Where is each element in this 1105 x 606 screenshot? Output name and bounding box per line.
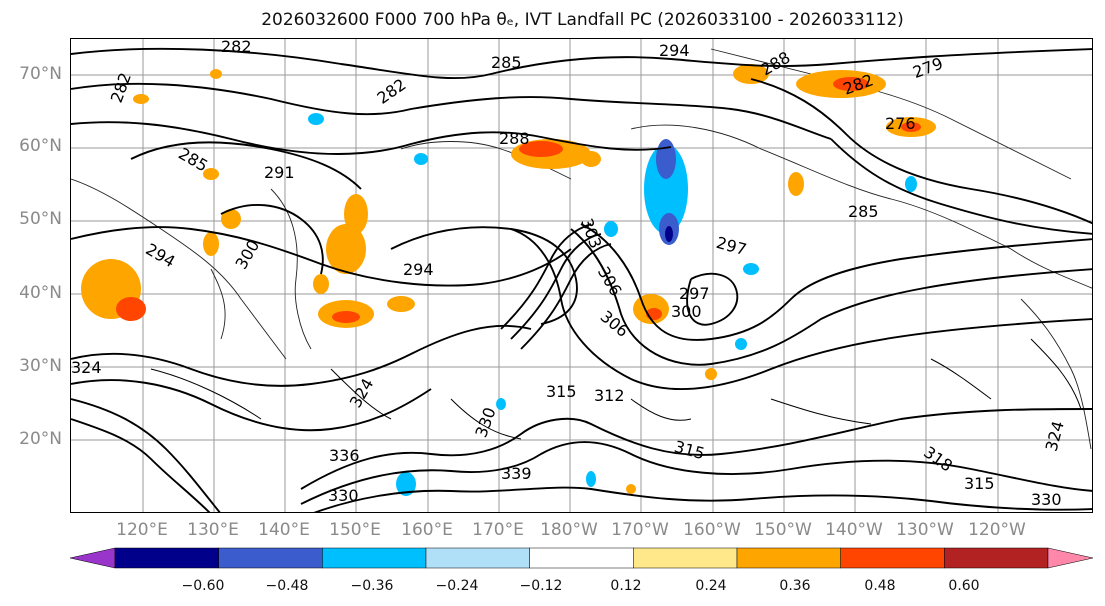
colorbar-tick: −0.12 bbox=[519, 578, 563, 594]
lon-label: 120°W bbox=[968, 520, 1026, 540]
lon-label: 140°E bbox=[258, 520, 310, 540]
contour-label: 324 bbox=[1042, 419, 1068, 453]
lon-label: 180°W bbox=[540, 520, 598, 540]
lon-label: 160°W bbox=[683, 520, 741, 540]
colorbar-segment bbox=[736, 547, 841, 569]
contour-label: 291 bbox=[264, 163, 295, 182]
colorbar-tick: 0.36 bbox=[779, 578, 811, 594]
colorbar-tick: −0.60 bbox=[181, 578, 225, 594]
contour-label: 324 bbox=[346, 375, 378, 411]
map-panel: 282 282 282 285 294 288 282 279 276 285 … bbox=[70, 38, 1093, 513]
colorbar-segment bbox=[425, 547, 530, 569]
contour-label: 285 bbox=[491, 53, 522, 72]
contour-label: 294 bbox=[659, 41, 690, 60]
colorbar-segment bbox=[114, 547, 219, 569]
contour-label: 297 bbox=[714, 233, 748, 259]
lon-label: 130°W bbox=[896, 520, 954, 540]
contour-label: 324 bbox=[71, 358, 102, 377]
contour-label: 315 bbox=[672, 437, 706, 463]
theta-e-contours bbox=[71, 47, 1092, 512]
contour-label: 282 bbox=[221, 39, 252, 56]
colorbar-tick: 0.60 bbox=[948, 578, 980, 594]
colorbar-segment bbox=[633, 547, 738, 569]
lon-label: 130°E bbox=[187, 520, 239, 540]
contour-label: 282 bbox=[374, 75, 410, 108]
contour-detail bbox=[150, 338, 1082, 440]
colorbar-segment bbox=[529, 547, 634, 569]
colorbar-tick: −0.24 bbox=[435, 578, 479, 594]
lat-label: 30°N bbox=[19, 356, 62, 376]
colorbar-tick: 0.12 bbox=[610, 578, 642, 594]
lon-label: 160°E bbox=[401, 520, 453, 540]
contour-label: 330 bbox=[471, 405, 499, 440]
colorbar-extend-max bbox=[1047, 547, 1094, 569]
contour-label: 315 bbox=[964, 474, 995, 493]
lat-label: 40°N bbox=[19, 283, 62, 303]
lon-label: 120°E bbox=[116, 520, 168, 540]
lon-label: 170°W bbox=[611, 520, 669, 540]
contour-label: 294 bbox=[403, 260, 434, 279]
coastlines bbox=[71, 48, 1092, 450]
contour-label: 297 bbox=[679, 284, 710, 303]
contour-label: 315 bbox=[546, 382, 577, 401]
contour-label: 339 bbox=[501, 464, 532, 483]
colorbar-tick: −0.36 bbox=[350, 578, 394, 594]
colorbar-segment bbox=[944, 547, 1049, 569]
colorbar-segment bbox=[218, 547, 323, 569]
contour-label: 276 bbox=[885, 114, 916, 133]
lon-label: 170°E bbox=[472, 520, 524, 540]
colorbar-tick: −0.48 bbox=[265, 578, 309, 594]
contour-label: 285 bbox=[848, 202, 879, 221]
lat-label: 20°N bbox=[19, 429, 62, 449]
lon-label: 150°W bbox=[754, 520, 812, 540]
contour-label: 300 bbox=[671, 302, 702, 321]
positive-anomaly-fill bbox=[81, 64, 936, 494]
contour-label: 312 bbox=[594, 386, 625, 405]
contour-label: 330 bbox=[1031, 490, 1062, 509]
map-title: 2026032600 F000 700 hPa θₑ, IVT Landfall… bbox=[261, 10, 904, 30]
lat-label: 50°N bbox=[19, 209, 62, 229]
contour-label: 294 bbox=[143, 240, 179, 272]
colorbar bbox=[70, 547, 1094, 569]
map-canvas: 282 282 282 285 294 288 282 279 276 285 … bbox=[71, 39, 1092, 512]
lat-label: 70°N bbox=[19, 64, 62, 84]
contour-label: 336 bbox=[329, 446, 360, 465]
lon-label: 150°E bbox=[329, 520, 381, 540]
graticule bbox=[71, 39, 1092, 512]
colorbar-tick: 0.48 bbox=[864, 578, 896, 594]
contour-label: 330 bbox=[328, 486, 359, 505]
colorbar-tick: 0.24 bbox=[695, 578, 727, 594]
colorbar-extend-min bbox=[70, 547, 116, 569]
contour-label: 306 bbox=[597, 307, 633, 341]
colorbar-segment bbox=[322, 547, 427, 569]
contour-label: 288 bbox=[499, 129, 530, 148]
lon-label: 140°W bbox=[825, 520, 883, 540]
lat-label: 60°N bbox=[19, 136, 62, 156]
colorbar-segment bbox=[840, 547, 945, 569]
